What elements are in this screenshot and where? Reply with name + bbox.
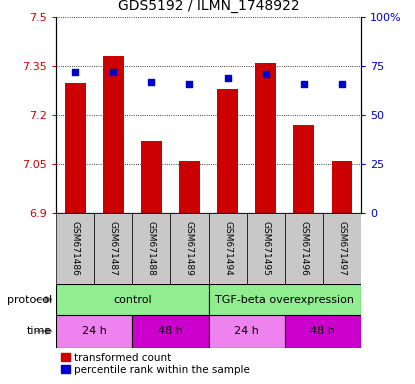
Bar bbox=[217, 89, 238, 213]
Bar bbox=[209, 213, 247, 284]
Bar bbox=[132, 213, 171, 284]
Bar bbox=[56, 315, 132, 348]
Point bbox=[72, 69, 78, 75]
Bar bbox=[179, 161, 200, 213]
Text: GSM671497: GSM671497 bbox=[337, 221, 347, 276]
Bar bbox=[285, 315, 361, 348]
Text: GSM671496: GSM671496 bbox=[299, 221, 308, 276]
Text: 48 h: 48 h bbox=[158, 326, 183, 336]
Bar bbox=[285, 213, 323, 284]
Bar bbox=[332, 161, 352, 213]
Text: GSM671488: GSM671488 bbox=[147, 221, 156, 276]
Point bbox=[186, 81, 193, 87]
Bar bbox=[209, 284, 361, 315]
Point bbox=[110, 69, 117, 75]
Text: GSM671487: GSM671487 bbox=[109, 221, 118, 276]
Bar bbox=[209, 315, 285, 348]
Bar bbox=[103, 56, 124, 213]
Text: time: time bbox=[27, 326, 52, 336]
Point bbox=[300, 81, 307, 87]
Text: GSM671489: GSM671489 bbox=[185, 221, 194, 276]
Bar bbox=[247, 213, 285, 284]
Text: control: control bbox=[113, 295, 151, 305]
Legend: transformed count, percentile rank within the sample: transformed count, percentile rank withi… bbox=[61, 353, 249, 375]
Title: GDS5192 / ILMN_1748922: GDS5192 / ILMN_1748922 bbox=[118, 0, 299, 13]
Bar bbox=[255, 63, 276, 213]
Bar bbox=[141, 141, 162, 213]
Point bbox=[148, 79, 155, 85]
Bar bbox=[65, 83, 85, 213]
Text: 24 h: 24 h bbox=[82, 326, 107, 336]
Text: 24 h: 24 h bbox=[234, 326, 259, 336]
Text: protocol: protocol bbox=[7, 295, 52, 305]
Point bbox=[339, 81, 345, 87]
Bar bbox=[94, 213, 132, 284]
Bar bbox=[171, 213, 209, 284]
Text: GSM671486: GSM671486 bbox=[71, 221, 80, 276]
Text: GSM671495: GSM671495 bbox=[261, 221, 270, 276]
Point bbox=[262, 71, 269, 77]
Text: GSM671494: GSM671494 bbox=[223, 221, 232, 276]
Bar bbox=[132, 315, 209, 348]
Text: TGF-beta overexpression: TGF-beta overexpression bbox=[215, 295, 354, 305]
Text: 48 h: 48 h bbox=[310, 326, 335, 336]
Bar bbox=[56, 213, 94, 284]
Bar bbox=[293, 125, 314, 213]
Bar bbox=[56, 284, 209, 315]
Point bbox=[224, 75, 231, 81]
Bar bbox=[323, 213, 361, 284]
